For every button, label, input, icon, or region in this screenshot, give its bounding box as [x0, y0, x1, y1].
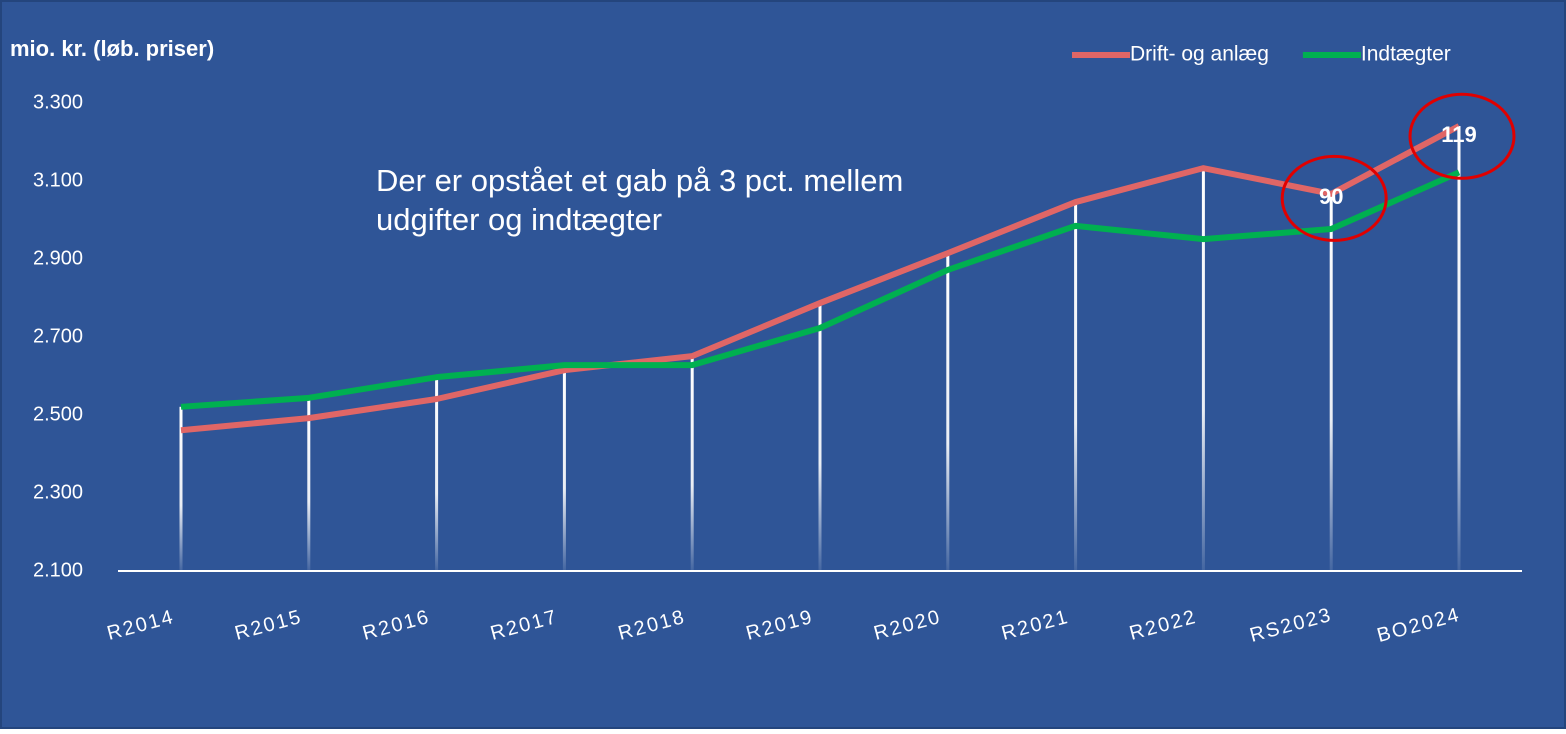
drop-line [1457, 126, 1461, 571]
gap-label: 119 [1441, 122, 1477, 147]
drop-line [562, 365, 566, 571]
legend-label: Indtægter [1361, 43, 1451, 66]
y-tick-label: 2.100 [33, 559, 83, 581]
drop-line [1074, 202, 1078, 571]
legend-label: Drift- og anlæg [1130, 43, 1269, 66]
y-tick-label: 2.500 [33, 403, 83, 425]
drop-line [179, 406, 183, 571]
y-axis-label: mio. kr. (løb. priser) [10, 36, 214, 61]
drop-line [690, 356, 694, 571]
drop-line [1201, 168, 1205, 571]
series-line [180, 123, 1461, 434]
y-tick-label: 2.700 [33, 325, 83, 347]
gap-circle [1280, 154, 1388, 242]
drop-line [307, 397, 311, 571]
gap-circle [1408, 92, 1516, 180]
drop-line [818, 303, 822, 571]
gap-label: 90 [1319, 184, 1343, 209]
annotation: udgifter og indtægter [376, 202, 662, 237]
drop-line [435, 377, 439, 571]
y-tick-label: 2.900 [33, 247, 83, 269]
y-tick-label: 3.100 [33, 169, 83, 191]
y-tick-label: 3.300 [33, 91, 83, 113]
annotation: Der er opstået et gab på 3 pct. mellem [376, 163, 903, 198]
drop-line [946, 253, 950, 571]
y-tick-label: 2.300 [33, 481, 83, 503]
series-line [180, 169, 1461, 410]
drop-line [1329, 193, 1333, 571]
